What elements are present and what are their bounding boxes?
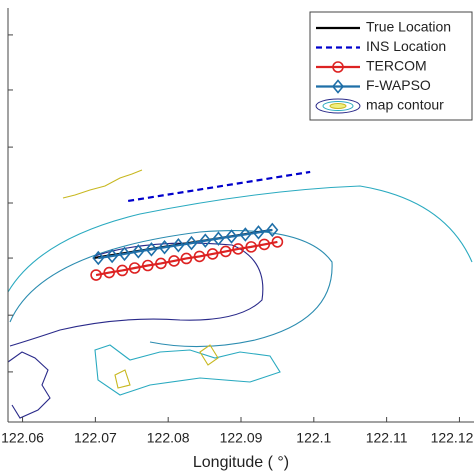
marker [145, 242, 158, 257]
legend-label: map contour [366, 97, 444, 113]
marker [266, 222, 279, 238]
contour [9, 230, 333, 348]
contour [62, 169, 143, 199]
marker [155, 257, 167, 270]
contour [7, 351, 51, 419]
marker [219, 245, 232, 258]
marker [90, 269, 102, 281]
marker [172, 237, 185, 253]
legend-label: INS Location [366, 38, 446, 54]
marker [239, 227, 252, 242]
marker [106, 248, 119, 264]
marker [158, 240, 171, 255]
marker [212, 231, 225, 246]
marker [185, 235, 198, 251]
x-tick-label: 122.06 [1, 430, 44, 446]
marker [103, 266, 116, 279]
legend-label: True Location [366, 19, 451, 35]
marker [232, 243, 244, 255]
legend-label: F-WAPSO [366, 77, 431, 93]
marker [252, 225, 265, 240]
legend-swatch [315, 98, 361, 114]
marker [92, 250, 105, 266]
x-tick-label: 122.11 [366, 430, 408, 446]
marker [132, 244, 145, 259]
marker [180, 252, 193, 265]
legend-swatch [322, 101, 354, 111]
x-tick-label: 122.08 [147, 430, 190, 446]
marker [128, 262, 141, 274]
marker [245, 241, 257, 253]
contour [114, 344, 219, 389]
x-tick-label: 122.07 [74, 430, 117, 446]
marker [118, 246, 131, 262]
map-contours [7, 69, 473, 419]
legend-label: TERCOM [366, 58, 427, 74]
marker [168, 255, 180, 267]
marker [331, 79, 345, 94]
x-tick-label: 122.1 [296, 430, 331, 446]
marker [199, 233, 212, 248]
x-tick-label: 122.09 [220, 430, 263, 446]
marker [206, 248, 219, 260]
contour [7, 185, 473, 293]
marker [225, 229, 238, 244]
marker [271, 236, 284, 248]
x-tick-label: 122.12 [431, 430, 474, 446]
marker [332, 61, 344, 73]
marker [193, 250, 206, 263]
legend-swatch [329, 103, 347, 109]
series-line [127, 170, 311, 203]
contour [94, 344, 281, 396]
series-line [98, 228, 273, 260]
marker [116, 264, 129, 277]
marker [258, 238, 271, 251]
x-axis-label: Longitude ( °) [193, 454, 289, 471]
legend: True Location INS Location TERCOM F-WAPSO ma… [309, 11, 473, 121]
marker [142, 259, 154, 272]
